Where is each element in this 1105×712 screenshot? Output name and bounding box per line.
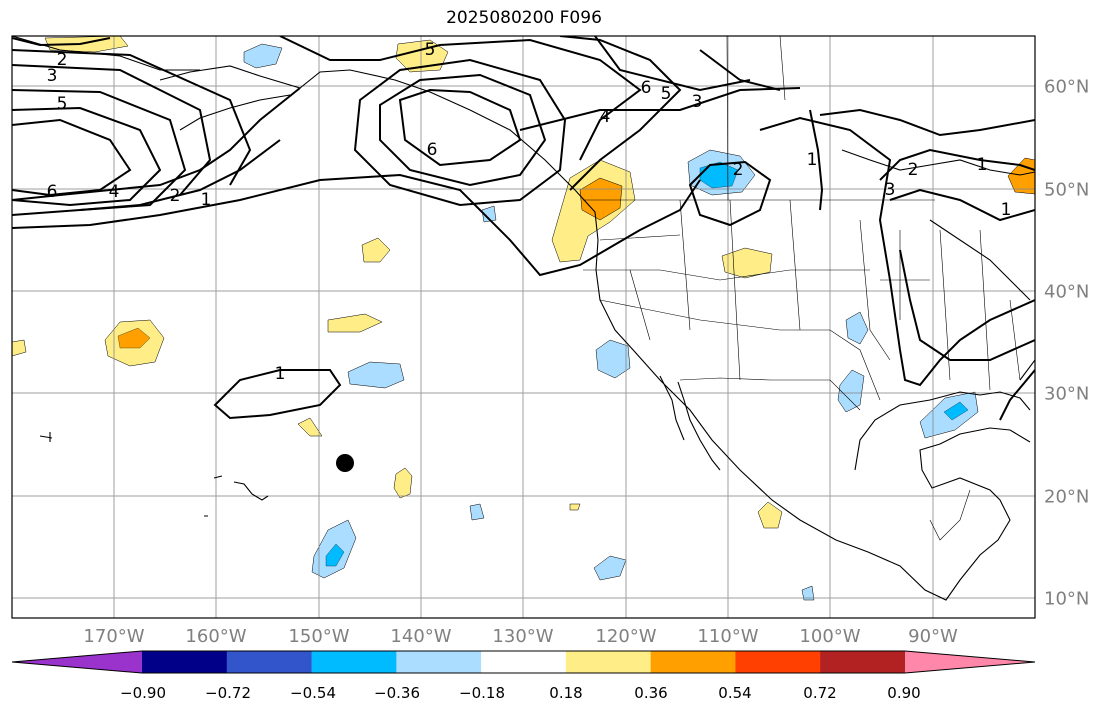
lon-label: 170°W xyxy=(83,626,145,647)
colorbar-tick-label: −0.54 xyxy=(290,684,336,702)
negative-anomaly xyxy=(595,339,631,379)
negative-anomaly xyxy=(593,555,627,581)
contour-labels: 2 3 5 6 4 2 1 1 5 6 6 5 4 3 1 2 1 2 3 1 xyxy=(47,40,1012,384)
contour-label: 5 xyxy=(425,40,436,60)
strong-positive-anomaly xyxy=(117,327,151,349)
contour-label: 4 xyxy=(600,107,611,127)
colorbar xyxy=(11,650,1036,674)
contour-label: 1 xyxy=(977,155,988,175)
negative-anomaly xyxy=(837,369,865,413)
location-marker xyxy=(336,454,354,472)
contour-label: 2 xyxy=(57,50,68,70)
lon-label: 110°W xyxy=(697,626,759,647)
colorbar-segment xyxy=(481,651,567,673)
lat-label: 60°N xyxy=(1044,76,1090,98)
contour-label: 3 xyxy=(885,180,896,200)
contour-label: 2 xyxy=(170,186,181,206)
colorbar-segment xyxy=(311,651,397,673)
lat-label: 50°N xyxy=(1044,179,1090,201)
colorbar-tick-label: 0.72 xyxy=(803,684,837,702)
contour-label: 5 xyxy=(57,94,68,114)
colorbar-segment xyxy=(735,651,821,673)
negative-anomaly xyxy=(845,311,869,345)
colorbar-tick-label: −0.36 xyxy=(374,684,420,702)
colorbar-segment xyxy=(226,651,313,673)
colorbar-segment xyxy=(650,651,736,673)
contour-label: 1 xyxy=(201,190,212,210)
colorbar-extend-low xyxy=(12,651,142,673)
contour-label: 2 xyxy=(733,160,744,180)
contour-label: 5 xyxy=(661,84,672,104)
colorbar-tick-label: −0.90 xyxy=(120,684,166,702)
contour-label: 1 xyxy=(807,150,818,170)
colorbar-tick-label: −0.72 xyxy=(205,684,251,702)
lon-label: 140°W xyxy=(390,626,452,647)
lat-label: 20°N xyxy=(1044,486,1090,508)
positive-anomaly xyxy=(721,247,773,279)
lon-label: 150°W xyxy=(288,626,350,647)
strong-negative-anomaly xyxy=(943,401,969,421)
coastlines xyxy=(12,36,1035,601)
positive-anomaly xyxy=(12,339,27,357)
positive-anomaly xyxy=(327,313,383,333)
contour-label: 1 xyxy=(275,364,286,384)
colorbar-segment xyxy=(396,651,482,673)
lon-label: 100°W xyxy=(799,626,861,647)
contour-label: 1 xyxy=(1001,200,1012,220)
negative-anomaly xyxy=(243,43,283,69)
positive-anomaly xyxy=(569,503,581,511)
strong-negative-anomaly xyxy=(325,543,345,567)
colorbar-outline xyxy=(11,650,1036,674)
contour-label: 2 xyxy=(908,160,919,180)
positive-anomaly xyxy=(757,501,783,529)
contour-label: 3 xyxy=(692,92,703,112)
contour-label: 3 xyxy=(47,66,58,86)
lon-label: 120°W xyxy=(595,626,657,647)
contour-label: 4 xyxy=(109,182,120,202)
borders xyxy=(583,36,1021,541)
positive-anomaly xyxy=(393,467,413,499)
negative-anomaly xyxy=(801,585,815,601)
colorbar-tick-label: −0.18 xyxy=(459,684,505,702)
colorbar-tick-label: 0.90 xyxy=(887,684,921,702)
colorbar-extend-high xyxy=(905,651,1035,673)
colorbar-tick-label: 0.54 xyxy=(718,684,752,702)
lat-label: 40°N xyxy=(1044,281,1090,303)
lat-label: 30°N xyxy=(1044,383,1090,405)
map-title: 2025080200 F096 xyxy=(446,8,602,28)
colorbar-tick-label: 0.36 xyxy=(634,684,668,702)
colorbar-segment xyxy=(142,651,228,673)
positive-anomaly xyxy=(297,417,323,437)
map-frame xyxy=(11,35,1036,619)
positive-anomaly xyxy=(361,237,391,263)
colorbar-tick-label: 0.18 xyxy=(549,684,583,702)
graticule xyxy=(12,36,1035,618)
negative-anomaly xyxy=(469,503,485,521)
contour-label: 6 xyxy=(47,182,58,202)
negative-anomaly xyxy=(481,205,497,223)
lat-label: 10°N xyxy=(1044,588,1090,610)
lon-label: 90°W xyxy=(908,626,958,647)
colorbar-segment xyxy=(565,651,652,673)
contour-lines xyxy=(12,36,1035,421)
contour-label: 6 xyxy=(427,140,438,160)
negative-anomaly xyxy=(347,361,405,389)
lon-label: 160°W xyxy=(185,626,247,647)
lon-label: 130°W xyxy=(492,626,554,647)
contour-label: 6 xyxy=(641,78,652,98)
colorbar-segment xyxy=(820,651,906,673)
